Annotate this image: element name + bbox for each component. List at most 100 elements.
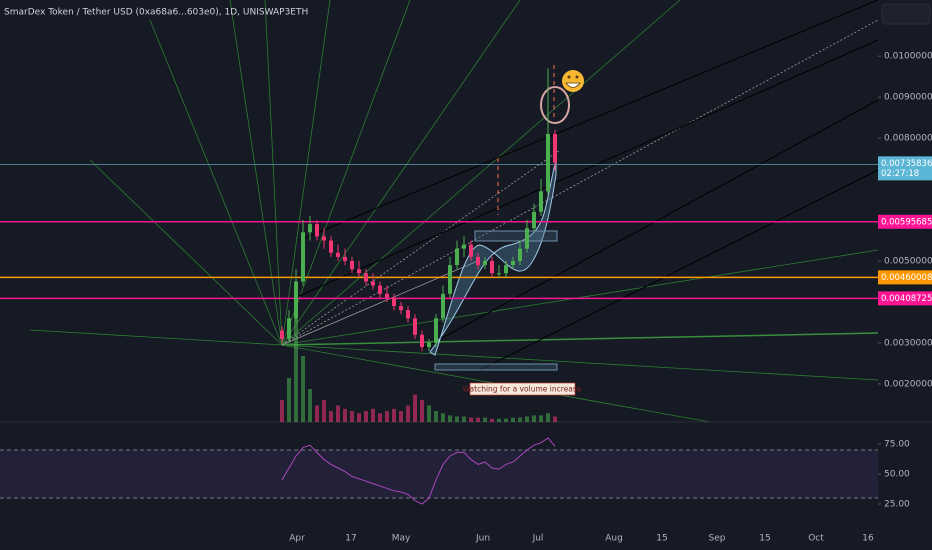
candle-body bbox=[287, 318, 291, 339]
volume-bar bbox=[476, 417, 480, 422]
volume-bar bbox=[518, 417, 522, 422]
candle-body bbox=[392, 297, 396, 307]
x-tick-label: Apr bbox=[289, 534, 305, 544]
volume-bar bbox=[399, 411, 403, 422]
volume-bar bbox=[343, 408, 347, 422]
volume-bar bbox=[553, 416, 557, 422]
volume-bar bbox=[357, 413, 361, 422]
y-tick-label: 0.0050000000 bbox=[884, 256, 932, 266]
volume-bar bbox=[329, 411, 333, 422]
candle-body bbox=[504, 265, 508, 274]
fan-line bbox=[264, 0, 283, 346]
candle-body bbox=[539, 191, 543, 212]
volume-bar bbox=[427, 405, 431, 422]
candle-body bbox=[357, 269, 361, 274]
fan-line bbox=[29, 329, 283, 346]
candle-body bbox=[434, 318, 438, 343]
fan-line bbox=[281, 0, 681, 346]
x-tick-label: Aug bbox=[605, 534, 623, 544]
candle-body bbox=[294, 281, 298, 319]
candle-body bbox=[399, 306, 403, 311]
y-tick-label: 0.0020000000 bbox=[884, 379, 932, 389]
level-badge bbox=[878, 214, 932, 229]
emoji bbox=[562, 70, 584, 92]
volume-bar bbox=[364, 411, 368, 422]
volume-bar bbox=[308, 389, 312, 422]
range-box bbox=[434, 363, 558, 371]
candle-body bbox=[364, 273, 368, 282]
candle-body bbox=[553, 133, 557, 163]
volume-bar bbox=[294, 312, 298, 422]
candle-body bbox=[420, 334, 424, 348]
x-tick-label: 15 bbox=[656, 534, 667, 544]
annotation-box bbox=[469, 382, 576, 396]
volume-bar bbox=[455, 416, 459, 422]
y-tick-label: 0.0100000000 bbox=[884, 52, 932, 62]
candle-body bbox=[532, 211, 536, 229]
y-tick-label: 0.0090000000 bbox=[884, 93, 932, 103]
rsi-tick-label: 50.00 bbox=[884, 470, 910, 480]
volume-bar bbox=[539, 415, 543, 422]
candle-body bbox=[315, 224, 319, 237]
candle-body bbox=[343, 256, 347, 261]
level-label: 0.0040872572 bbox=[881, 294, 932, 304]
last-price-label: 0.0073583615 bbox=[881, 159, 932, 169]
candle-body bbox=[469, 244, 473, 257]
x-tick-label: Jul bbox=[532, 534, 544, 544]
volume-bar bbox=[525, 416, 529, 422]
last-price-badge bbox=[878, 156, 932, 181]
candle-body bbox=[350, 260, 354, 270]
annotation: Watching for a volume increase bbox=[463, 385, 582, 394]
candle-body bbox=[490, 260, 494, 274]
rsi-tick-label: 75.00 bbox=[884, 439, 910, 449]
fan-line bbox=[281, 332, 879, 346]
volume-bar bbox=[504, 418, 508, 422]
fan-line bbox=[89, 159, 283, 346]
volume-bar bbox=[371, 408, 375, 422]
candle-body bbox=[448, 265, 452, 294]
cup-pattern bbox=[429, 159, 557, 356]
countdown: 02:27:18 bbox=[881, 169, 919, 179]
volume-bar bbox=[392, 408, 396, 422]
volume-bars bbox=[280, 312, 557, 422]
range-box bbox=[474, 230, 558, 242]
volume-bar bbox=[546, 413, 550, 422]
volume-bar bbox=[322, 400, 326, 422]
fan-line bbox=[281, 259, 481, 346]
candle-body bbox=[518, 248, 522, 261]
x-tick-label: Jun bbox=[475, 534, 490, 544]
volume-bar bbox=[315, 405, 319, 422]
y-tick-label: 0.0030000000 bbox=[884, 338, 932, 348]
candle-body bbox=[441, 293, 445, 319]
highlight-circle bbox=[540, 86, 570, 124]
candle-body bbox=[280, 330, 284, 339]
level-label: 0.0046000893 bbox=[881, 273, 932, 283]
level-badge bbox=[878, 291, 932, 306]
x-tick-label: Oct bbox=[808, 534, 824, 544]
volume-bar bbox=[448, 415, 452, 422]
x-tick-label: 15 bbox=[759, 534, 770, 544]
volume-bar bbox=[483, 417, 487, 422]
volume-bar bbox=[378, 413, 382, 422]
x-tick-label: Sep bbox=[709, 534, 726, 544]
channel-line bbox=[299, 0, 879, 241]
rsi-line bbox=[281, 437, 556, 505]
candle-body bbox=[301, 232, 305, 282]
volume-bar bbox=[434, 411, 438, 422]
candle-body bbox=[378, 285, 382, 294]
volume-bar bbox=[350, 411, 354, 422]
candle-body bbox=[476, 256, 480, 266]
toolbar-button[interactable] bbox=[881, 3, 931, 25]
fan-line bbox=[281, 249, 879, 346]
volume-bar bbox=[406, 405, 410, 422]
candle-body bbox=[525, 228, 529, 249]
rsi-tick-label: 25.00 bbox=[884, 500, 910, 510]
fan-line bbox=[281, 149, 561, 346]
candle-body bbox=[385, 293, 389, 298]
candle-body bbox=[455, 248, 459, 266]
volume-bar bbox=[469, 417, 473, 422]
fan-line bbox=[281, 0, 411, 346]
candle-body bbox=[483, 260, 487, 266]
